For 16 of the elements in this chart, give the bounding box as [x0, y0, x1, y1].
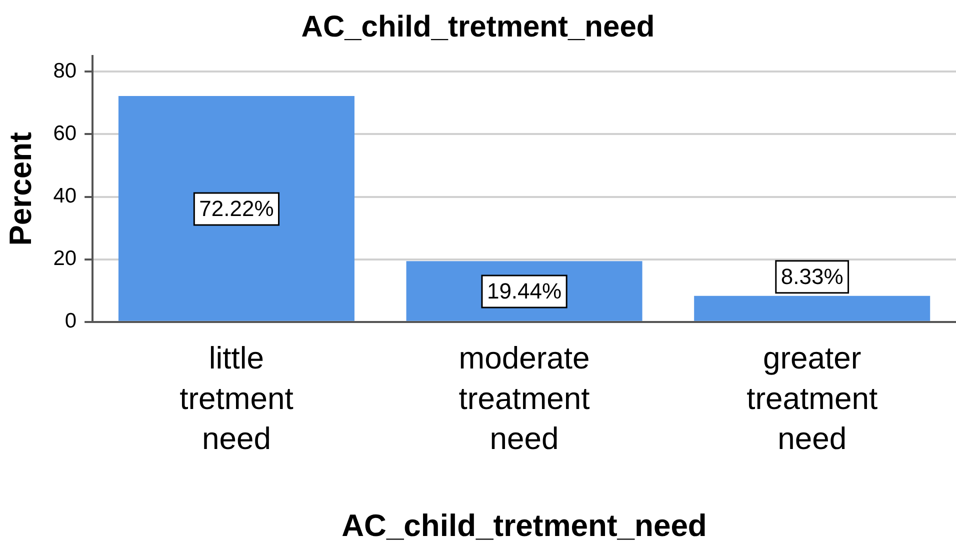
data-label: 8.33%: [780, 264, 844, 289]
chart-title: AC_child_tretment_need: [301, 10, 655, 44]
data-label: 72.22%: [199, 196, 274, 221]
x-tick-label: greater treatment need: [746, 340, 878, 456]
x-tick-label: moderate treatment need: [458, 340, 590, 456]
x-tick-label: little tretment need: [180, 340, 294, 456]
y-tick-label: 40: [53, 184, 77, 208]
bar: [694, 296, 930, 321]
y-tick-label: 60: [53, 122, 77, 146]
x-axis-title: AC_child_tretment_need: [342, 508, 707, 543]
data-label: 19.44%: [486, 278, 562, 304]
y-tick-label: 0: [64, 310, 77, 333]
y-tick-label: 80: [53, 59, 77, 82]
y-tick-label: 20: [53, 247, 77, 270]
y-axis-title: Percent: [3, 132, 38, 246]
bar: [118, 96, 354, 321]
